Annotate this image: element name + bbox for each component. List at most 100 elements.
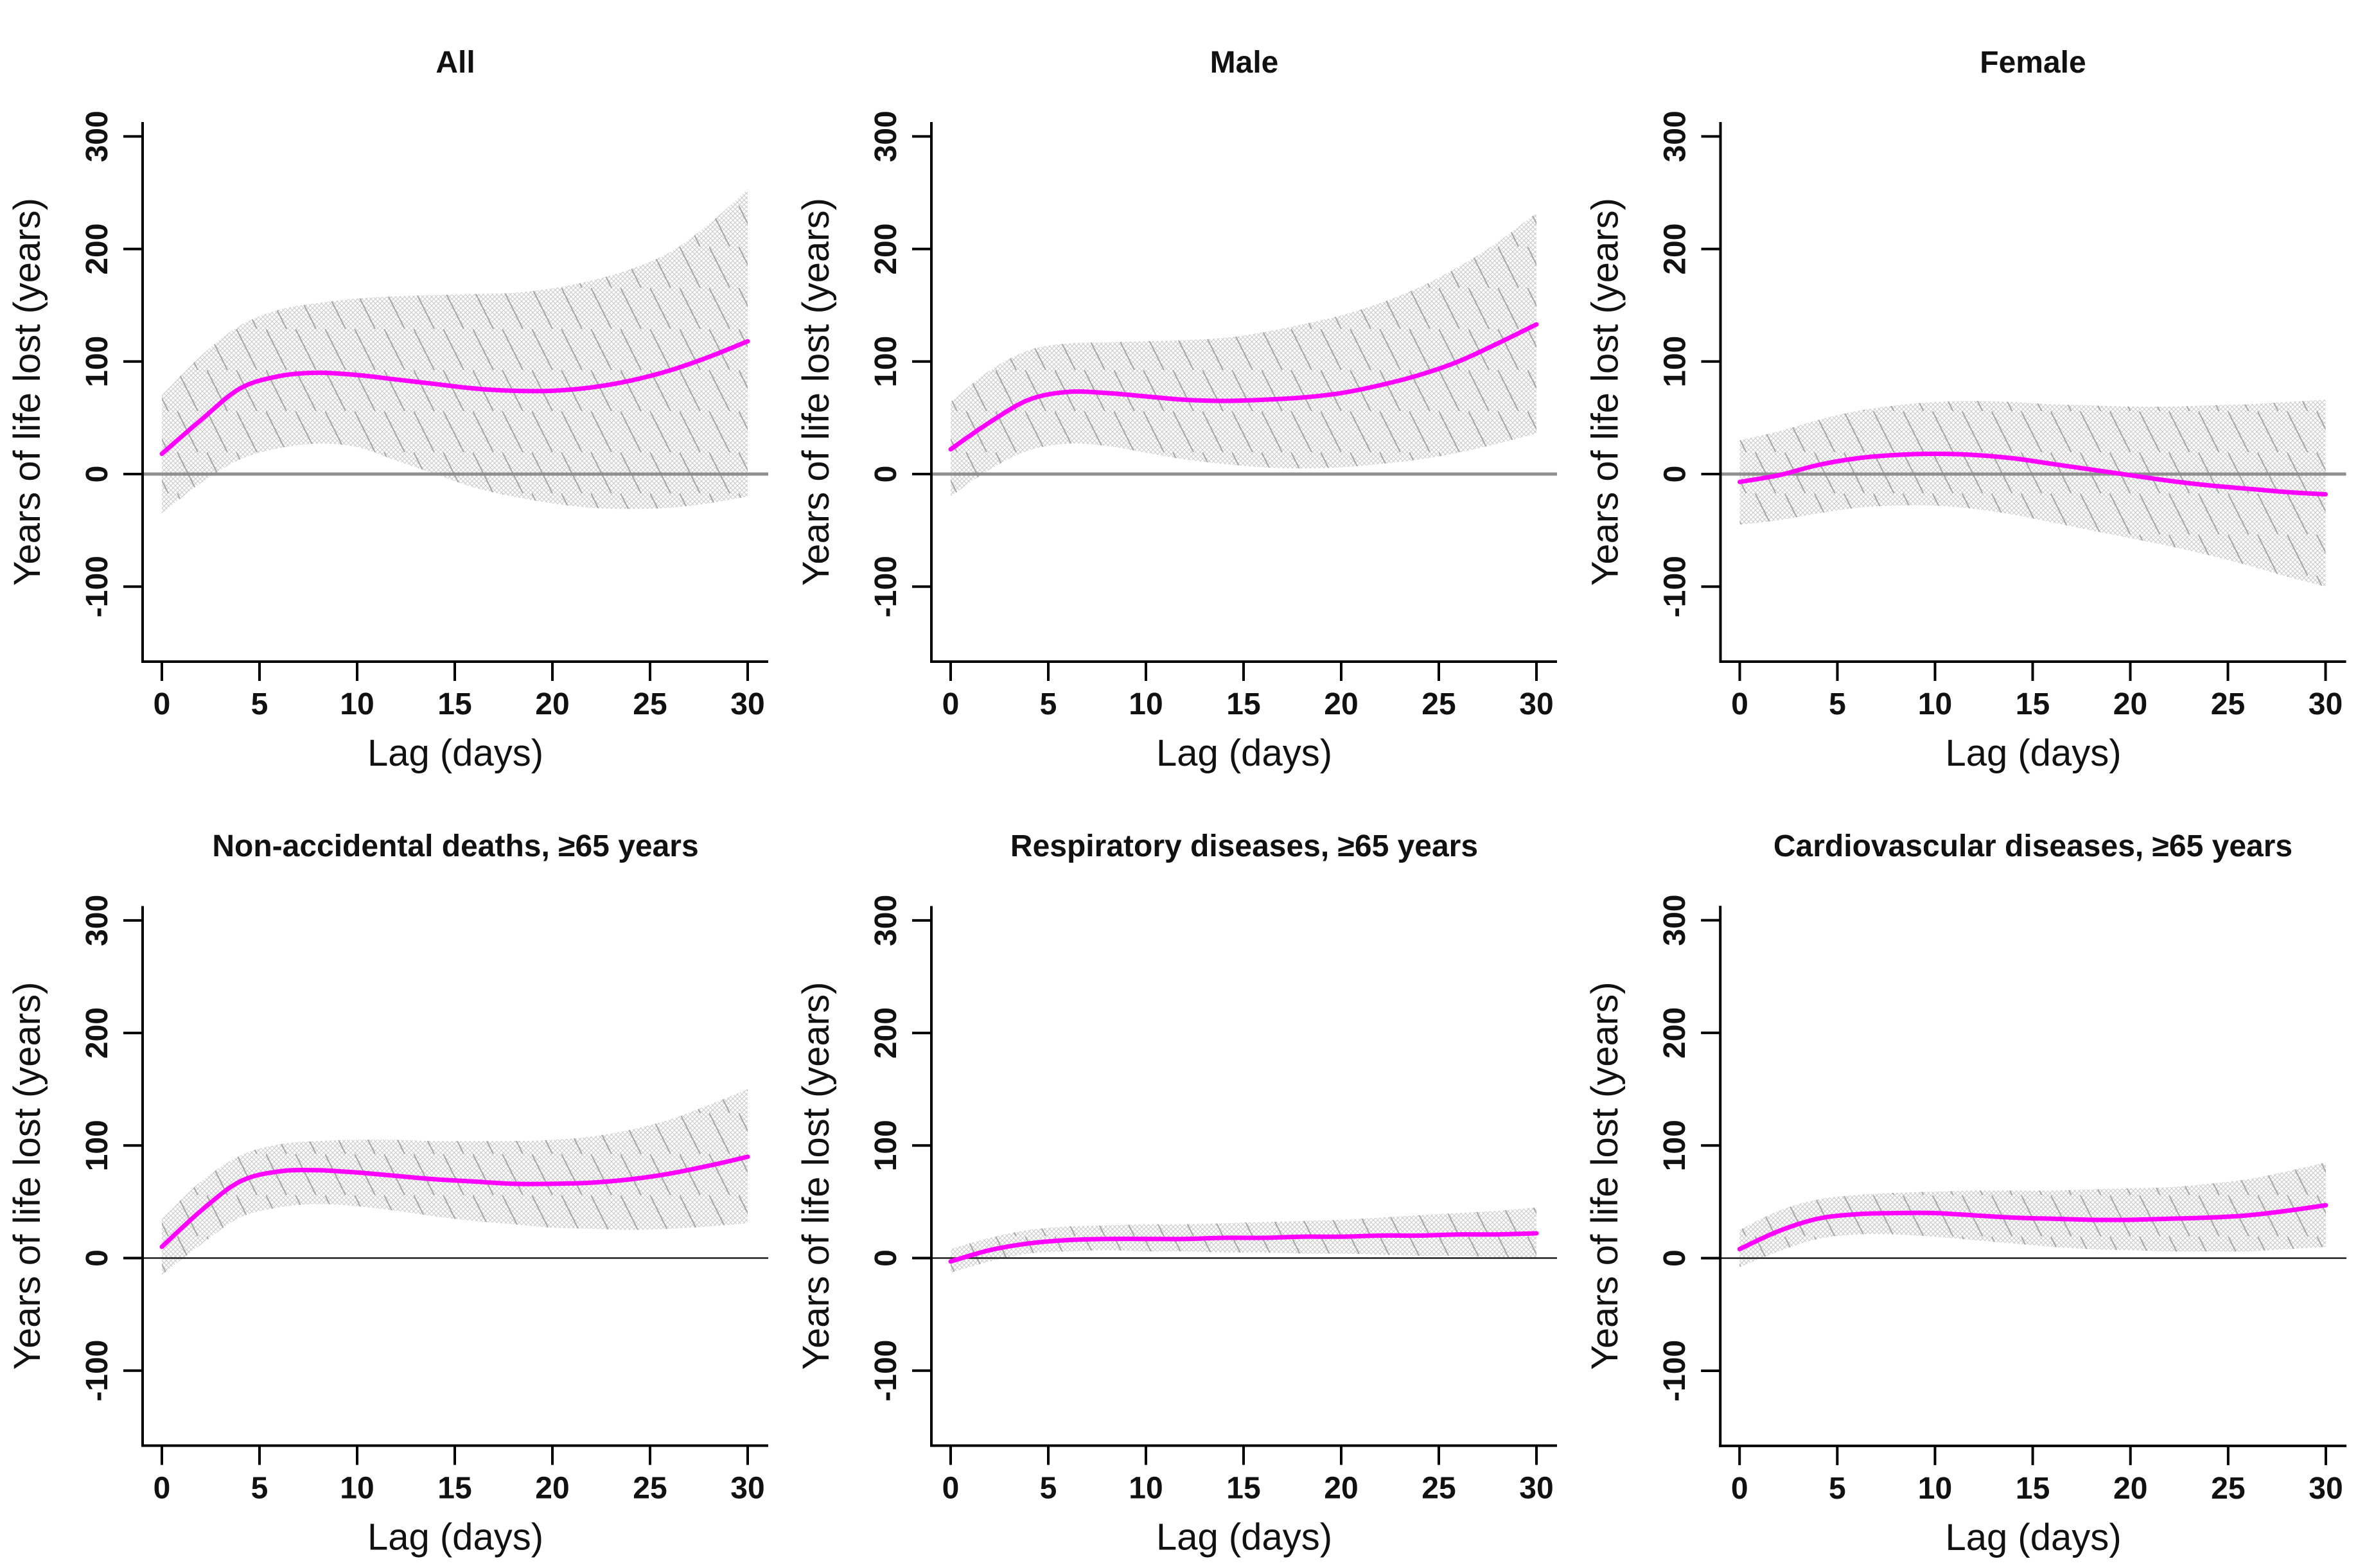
- y-tick-label: 300: [869, 895, 903, 946]
- x-tick-label: 10: [340, 687, 374, 721]
- x-tick-label: 20: [2113, 687, 2147, 721]
- y-tick-label: 100: [869, 1120, 903, 1171]
- x-tick-label: 0: [1731, 1472, 1748, 1506]
- chart-panel-all: All -100 0 100 200 300 0 5 10 15 20 25 30 Years of l…: [0, 0, 789, 784]
- x-tick-label: 5: [1040, 687, 1057, 721]
- x-tick-label: 0: [942, 687, 960, 721]
- y-tick-label: 200: [1658, 1007, 1692, 1059]
- x-tick-label: 25: [2211, 687, 2245, 721]
- x-tick-label: 10: [1129, 1472, 1163, 1506]
- panel-title: Male: [1210, 46, 1279, 80]
- panel-title: Cardiovascular diseases, ≥65 years: [1773, 829, 2293, 863]
- panel-title: All: [436, 46, 475, 80]
- y-tick-label: 200: [80, 224, 114, 275]
- y-tick-label: 100: [80, 1120, 114, 1171]
- x-tick-label: 30: [2309, 1472, 2343, 1506]
- chart-panel-female: Female -100 0 100 200 300 0 5 10 15 20 25 30 Years o…: [1578, 0, 2367, 784]
- x-tick-label: 15: [2016, 1472, 2050, 1506]
- y-tick-label: -100: [1658, 556, 1692, 617]
- y-tick-label: 100: [80, 336, 114, 387]
- x-tick-label: 30: [730, 1472, 764, 1506]
- confidence-band-texture: [162, 189, 748, 514]
- confidence-band-texture: [1739, 1162, 2326, 1267]
- y-tick-label: 0: [1658, 1249, 1692, 1267]
- x-axis-title: Lag (days): [1156, 732, 1332, 774]
- x-tick-label: 30: [1519, 1472, 1553, 1506]
- y-tick-label: -100: [80, 1340, 114, 1402]
- x-tick-label: 10: [340, 1472, 374, 1506]
- chart-plot: -100 0 100 200 300 0 5 10 15 20 25 30 Years of life …: [795, 895, 1557, 1558]
- y-tick-label: 0: [80, 1249, 114, 1267]
- x-tick-label: 5: [1829, 687, 1846, 721]
- x-tick-label: 5: [251, 1472, 268, 1506]
- x-tick-label: 20: [1324, 687, 1358, 721]
- x-axis-title: Lag (days): [367, 732, 543, 774]
- y-tick-label: -100: [1658, 1340, 1692, 1402]
- x-tick-label: 20: [535, 1472, 569, 1506]
- y-tick-label: 200: [869, 224, 903, 275]
- y-tick-label: 300: [1658, 895, 1692, 946]
- x-axis-title: Lag (days): [1945, 1517, 2121, 1558]
- x-tick-label: 15: [2016, 687, 2050, 721]
- x-tick-label: 25: [2211, 1472, 2245, 1506]
- x-tick-label: 15: [437, 687, 471, 721]
- y-tick-label: 0: [869, 1249, 903, 1267]
- y-tick-label: 0: [869, 466, 903, 483]
- x-tick-label: 30: [730, 687, 764, 721]
- y-tick-label: 200: [80, 1007, 114, 1059]
- x-tick-label: 10: [1129, 687, 1163, 721]
- x-tick-label: 5: [251, 687, 268, 721]
- x-tick-label: 20: [1324, 1472, 1358, 1506]
- x-tick-label: 0: [154, 1472, 171, 1506]
- x-axis-title: Lag (days): [1945, 732, 2121, 774]
- chart-plot: -100 0 100 200 300 0 5 10 15 20 25 30 Years of life …: [6, 110, 768, 774]
- x-tick-label: 15: [437, 1472, 471, 1506]
- y-tick-label: 0: [80, 466, 114, 483]
- chart-plot: -100 0 100 200 300 0 5 10 15 20 25 30 Years of life …: [1585, 110, 2346, 774]
- panel-title: Non-accidental deaths, ≥65 years: [212, 829, 699, 863]
- y-tick-label: 200: [1658, 224, 1692, 275]
- x-tick-label: 10: [1918, 687, 1952, 721]
- estimate-line: [159, 1154, 750, 1249]
- y-tick-label: 100: [1658, 336, 1692, 387]
- x-tick-label: 20: [2113, 1472, 2147, 1506]
- y-tick-label: 300: [80, 110, 114, 162]
- y-axis-title: Years of life lost (years): [6, 982, 48, 1370]
- x-axis-title: Lag (days): [1156, 1517, 1332, 1558]
- chart-plot: -100 0 100 200 300 0 5 10 15 20 25 30 Years of life …: [1584, 895, 2346, 1558]
- y-axis-title: Years of life lost (years): [1585, 198, 1626, 586]
- panel-title: Respiratory diseases, ≥65 years: [1010, 829, 1479, 863]
- x-tick-label: 10: [1918, 1472, 1952, 1506]
- x-tick-label: 25: [633, 1472, 667, 1506]
- chart-panel-respiratory: Respiratory diseases, ≥65 years -100 0 100…: [789, 784, 1578, 1568]
- x-tick-label: 30: [2309, 687, 2343, 721]
- y-tick-label: -100: [869, 1340, 903, 1402]
- chart-panel-nonaccidental: Non-accidental deaths, ≥65 years -100 0 10…: [0, 784, 789, 1568]
- estimate-line: [159, 339, 750, 456]
- x-tick-label: 15: [1226, 1472, 1260, 1506]
- chart-plot: -100 0 100 200 300 0 5 10 15 20 25 30 Years of life …: [795, 110, 1557, 774]
- x-tick-label: 5: [1040, 1472, 1057, 1506]
- x-tick-label: 0: [942, 1472, 960, 1506]
- x-tick-label: 25: [633, 687, 667, 721]
- y-tick-label: 300: [869, 110, 903, 162]
- x-axis-title: Lag (days): [367, 1517, 543, 1558]
- y-axis-title: Years of life lost (years): [1584, 982, 1626, 1370]
- y-tick-label: -100: [869, 556, 903, 617]
- chart-plot: -100 0 100 200 300 0 5 10 15 20 25 30 Years of life …: [6, 895, 768, 1558]
- y-tick-label: 300: [1658, 110, 1692, 162]
- y-axis-title: Years of life lost (years): [795, 982, 837, 1370]
- confidence-band-texture: [951, 213, 1536, 497]
- y-tick-label: -100: [80, 556, 114, 617]
- chart-panel-cardiovascular: Cardiovascular diseases, ≥65 years -100 0…: [1578, 784, 2367, 1568]
- y-axis-title: Years of life lost (years): [795, 198, 837, 586]
- x-tick-label: 30: [1519, 687, 1553, 721]
- chart-panel-male: Male -100 0 100 200 300 0 5 10 15 20 25 30 Years of …: [789, 0, 1578, 784]
- x-tick-label: 25: [1421, 687, 1456, 721]
- x-tick-label: 25: [1421, 1472, 1456, 1506]
- x-tick-label: 5: [1829, 1472, 1846, 1506]
- y-tick-label: 100: [869, 336, 903, 387]
- panel-title: Female: [1980, 46, 2086, 80]
- x-tick-label: 15: [1226, 687, 1260, 721]
- y-tick-label: 300: [80, 895, 114, 946]
